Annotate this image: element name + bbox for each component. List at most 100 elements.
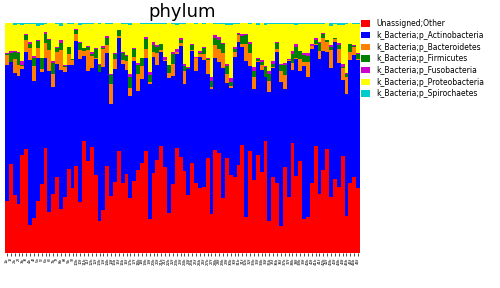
Bar — [52, 63, 55, 74]
Bar — [70, 65, 74, 188]
Bar — [9, 164, 13, 253]
Bar — [248, 24, 252, 42]
Bar — [98, 65, 102, 72]
Bar — [337, 49, 340, 62]
Bar — [156, 24, 160, 46]
Bar — [232, 177, 236, 253]
Bar — [59, 43, 63, 50]
Bar — [260, 60, 264, 62]
Bar — [148, 72, 152, 75]
Bar — [160, 23, 163, 24]
Bar — [318, 194, 322, 253]
Bar — [128, 74, 132, 77]
Bar — [202, 54, 205, 60]
Bar — [90, 147, 94, 253]
Bar — [128, 96, 132, 198]
Bar — [132, 61, 136, 181]
Bar — [59, 209, 63, 253]
Bar — [306, 23, 310, 24]
Bar — [275, 42, 279, 43]
Bar — [348, 183, 352, 253]
Bar — [310, 24, 314, 44]
Bar — [82, 56, 86, 141]
Bar — [16, 204, 20, 253]
Bar — [182, 84, 186, 171]
Bar — [271, 24, 275, 61]
Bar — [283, 63, 286, 65]
Bar — [256, 155, 260, 253]
Bar — [248, 42, 252, 44]
Bar — [318, 42, 322, 43]
Bar — [298, 71, 302, 161]
Bar — [106, 166, 109, 253]
Bar — [24, 40, 28, 52]
Bar — [144, 39, 148, 49]
Bar — [28, 44, 32, 48]
Bar — [294, 25, 298, 44]
Bar — [322, 33, 326, 34]
Bar — [236, 24, 240, 33]
Bar — [16, 24, 20, 52]
Bar — [94, 23, 98, 48]
Bar — [171, 24, 175, 52]
Bar — [329, 23, 333, 26]
Bar — [163, 61, 167, 167]
Bar — [240, 44, 244, 47]
Bar — [121, 183, 124, 253]
Bar — [140, 23, 144, 24]
Bar — [294, 176, 298, 253]
Bar — [194, 183, 198, 253]
Bar — [264, 141, 268, 253]
Bar — [198, 52, 202, 53]
Bar — [44, 34, 48, 43]
Bar — [190, 44, 194, 45]
Bar — [98, 64, 102, 65]
Bar — [260, 62, 264, 65]
Bar — [36, 58, 40, 201]
Bar — [148, 23, 152, 24]
Bar — [40, 25, 44, 58]
Bar — [329, 26, 333, 45]
Bar — [171, 52, 175, 54]
Bar — [140, 163, 144, 253]
Bar — [271, 64, 275, 67]
Bar — [275, 49, 279, 52]
Bar — [140, 66, 144, 79]
Bar — [5, 53, 9, 54]
Bar — [283, 23, 286, 24]
Bar — [252, 67, 256, 71]
Bar — [171, 184, 175, 253]
Bar — [340, 64, 344, 67]
Bar — [240, 36, 244, 44]
Bar — [48, 39, 52, 40]
Bar — [225, 158, 229, 253]
Bar — [109, 75, 113, 84]
Bar — [178, 46, 182, 157]
Bar — [248, 151, 252, 253]
Bar — [252, 23, 256, 67]
Bar — [48, 71, 52, 212]
Bar — [236, 33, 240, 34]
Bar — [210, 81, 214, 87]
Bar — [236, 42, 240, 165]
Bar — [256, 23, 260, 25]
Bar — [175, 24, 178, 49]
Bar — [294, 23, 298, 25]
Bar — [236, 35, 240, 42]
Bar — [63, 67, 66, 72]
Bar — [290, 51, 294, 54]
Bar — [152, 45, 156, 52]
Bar — [59, 50, 63, 70]
Bar — [24, 24, 28, 35]
Bar — [310, 23, 314, 24]
Bar — [314, 40, 318, 44]
Bar — [217, 24, 221, 37]
Bar — [264, 25, 268, 66]
Bar — [214, 24, 217, 35]
Bar — [298, 51, 302, 58]
Bar — [167, 213, 171, 253]
Bar — [20, 65, 24, 66]
Bar — [12, 24, 16, 51]
Bar — [214, 45, 217, 58]
Bar — [356, 60, 360, 188]
